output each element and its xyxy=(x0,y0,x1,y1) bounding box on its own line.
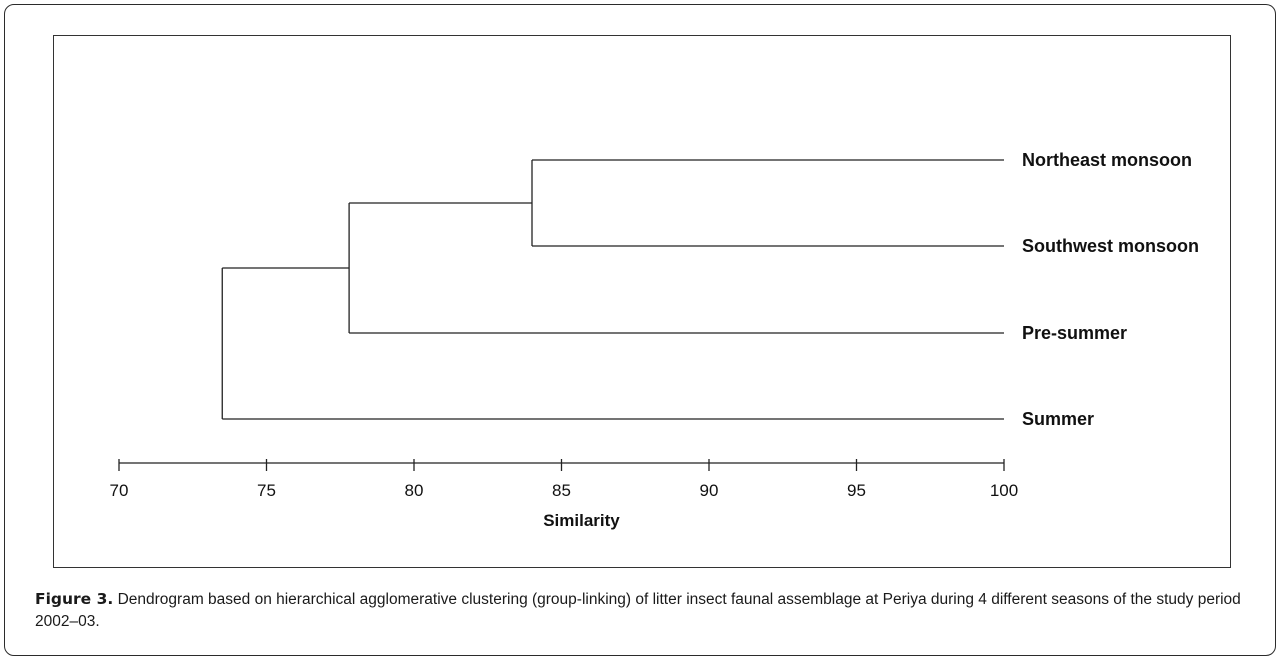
x-tick-label-90: 90 xyxy=(700,481,719,500)
x-tick-label-100: 100 xyxy=(990,481,1018,500)
x-tick-label-85: 85 xyxy=(552,481,571,500)
figure-frame: 70 75 80 85 90 95 100 Similarity Northeast monso… xyxy=(4,4,1276,656)
leaf-label-pre-summer: Pre-summer xyxy=(1022,323,1127,343)
figure-caption: Figure 3. Dendrogram based on hierarchic… xyxy=(35,588,1250,633)
x-tick-label-80: 80 xyxy=(405,481,424,500)
dendrogram-chart: 70 75 80 85 90 95 100 Similarity Northeast monso… xyxy=(110,150,1199,530)
plot-area: 70 75 80 85 90 95 100 Similarity Northeast monso… xyxy=(53,35,1231,568)
leaf-label-summer: Summer xyxy=(1022,409,1094,429)
figure-label: Figure 3. xyxy=(35,590,114,608)
figure-caption-text: Dendrogram based on hierarchical agglome… xyxy=(35,591,1241,630)
x-tick-label-75: 75 xyxy=(257,481,276,500)
x-tick-label-70: 70 xyxy=(110,481,129,500)
leaf-label-southwest-monsoon: Southwest monsoon xyxy=(1022,236,1199,256)
x-axis-label: Similarity xyxy=(543,511,620,530)
leaf-label-northeast-monsoon: Northeast monsoon xyxy=(1022,150,1192,170)
x-tick-label-95: 95 xyxy=(847,481,866,500)
